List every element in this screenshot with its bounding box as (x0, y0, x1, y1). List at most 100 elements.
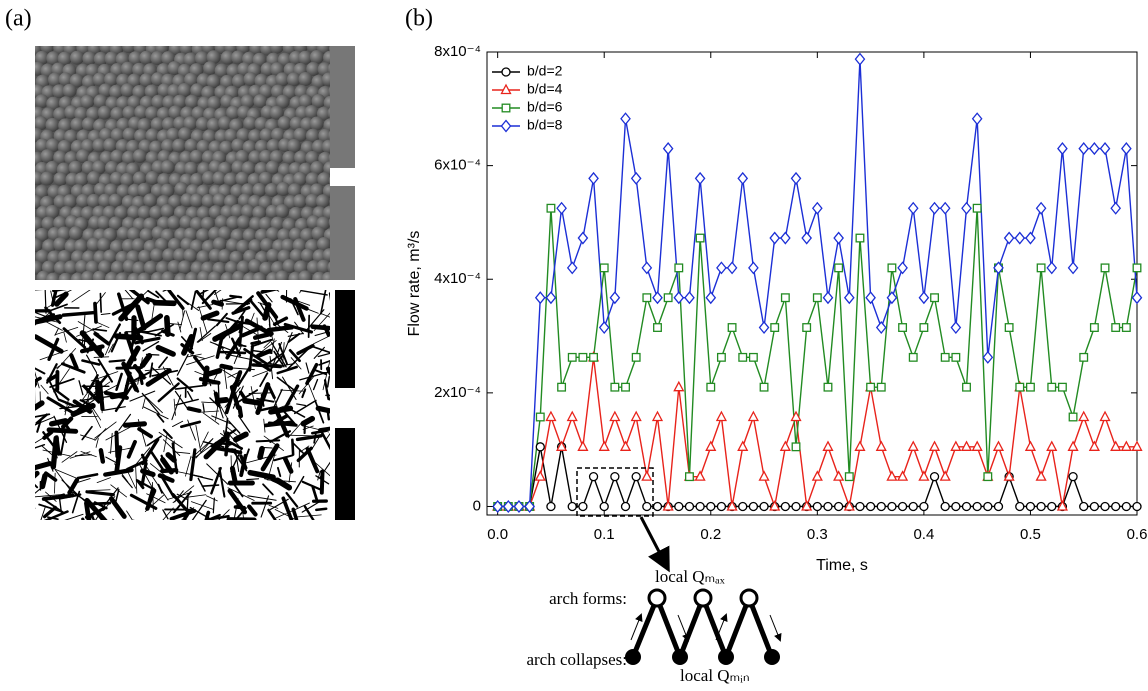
particle (45, 117, 60, 132)
particle (35, 138, 50, 153)
particle (317, 172, 330, 187)
force-chain (295, 514, 322, 518)
force-chain (162, 366, 174, 387)
data-point (843, 500, 855, 511)
force-chain (315, 507, 328, 512)
data-point (887, 263, 897, 273)
force-chain (58, 493, 82, 500)
force-chain (35, 416, 54, 426)
force-chain (278, 519, 281, 520)
particle (248, 150, 263, 165)
data-point (1078, 410, 1090, 422)
data-point (1015, 382, 1025, 392)
data-point (513, 499, 525, 514)
data-point (876, 501, 886, 512)
data-point (823, 501, 833, 512)
particle (329, 245, 330, 248)
particle (110, 127, 125, 142)
data-point (1015, 501, 1025, 512)
particle (174, 182, 189, 197)
particle (132, 149, 147, 164)
force-chain (54, 472, 56, 494)
force-chain (250, 340, 262, 345)
force-chain (81, 517, 85, 520)
force-chain (156, 413, 165, 423)
particle (35, 227, 49, 242)
data-point (833, 231, 844, 245)
particle (309, 183, 324, 198)
particle (174, 272, 189, 280)
force-chain (247, 504, 258, 517)
chart: 0.0 0.1 0.2 0.3 0.4 0.5 0.6 0 2x10⁻⁴ 4x10⁻⁴ 6x10⁻⁴… (406, 43, 1147, 574)
particle (212, 171, 227, 186)
data-point (811, 201, 823, 215)
force-chain (175, 398, 199, 406)
particle (74, 239, 89, 254)
data-point (557, 382, 567, 392)
legend-label: b/d=8 (527, 117, 563, 133)
data-point (1036, 501, 1046, 512)
force-chain (54, 435, 61, 456)
force-chain (293, 297, 306, 322)
data-point (589, 352, 599, 362)
particle (179, 150, 194, 165)
particle (300, 228, 315, 243)
force-network-image (35, 290, 330, 520)
force-chain (307, 314, 311, 339)
particle (70, 117, 85, 132)
data-point (1110, 440, 1122, 451)
x-tick-label: 0.2 (700, 526, 721, 543)
force-chain (35, 444, 46, 449)
particle (116, 184, 131, 199)
force-chain (118, 413, 132, 431)
force-chain (200, 310, 220, 321)
particle (265, 160, 280, 175)
force-chain (100, 313, 111, 315)
force-chain (61, 362, 86, 374)
force-chain (283, 322, 314, 334)
particle (76, 149, 91, 164)
force-chain (219, 363, 234, 371)
data-point (588, 171, 599, 185)
particle (108, 193, 123, 208)
force-chain (173, 398, 176, 416)
force-chain (211, 514, 230, 520)
series-line (497, 59, 1138, 508)
particle (189, 193, 204, 208)
data-point (1004, 323, 1014, 332)
data-point (577, 440, 589, 451)
data-point (928, 440, 941, 451)
particle (231, 74, 246, 89)
data-point (674, 263, 684, 273)
force-chain (179, 310, 186, 331)
data-point (1025, 231, 1036, 245)
force-chain (218, 467, 226, 498)
data-point (685, 472, 694, 482)
force-chain (110, 432, 113, 454)
force-chain (79, 344, 105, 354)
particle (293, 127, 308, 142)
particle (219, 140, 234, 155)
force-chain (45, 491, 57, 502)
particle (132, 84, 147, 99)
particle (57, 250, 72, 265)
force-chain (117, 292, 129, 321)
data-point (1067, 261, 1079, 275)
data-point (1035, 470, 1047, 481)
force-chain (93, 381, 111, 394)
particle (266, 248, 281, 263)
particle (201, 193, 216, 208)
force-chain (151, 475, 169, 501)
arrow (769, 614, 782, 642)
data-point (950, 321, 962, 335)
particle (248, 129, 263, 144)
particle (241, 161, 256, 176)
data-point (663, 293, 673, 303)
inset-diagram: arch forms: arch collapses: local Qₘₐₓ l… (526, 467, 782, 685)
force-chain (162, 439, 181, 456)
force-chain (259, 372, 269, 388)
force-chain (71, 290, 91, 303)
force-chain (265, 293, 273, 303)
force-chain (292, 442, 306, 456)
data-point (1131, 440, 1143, 451)
